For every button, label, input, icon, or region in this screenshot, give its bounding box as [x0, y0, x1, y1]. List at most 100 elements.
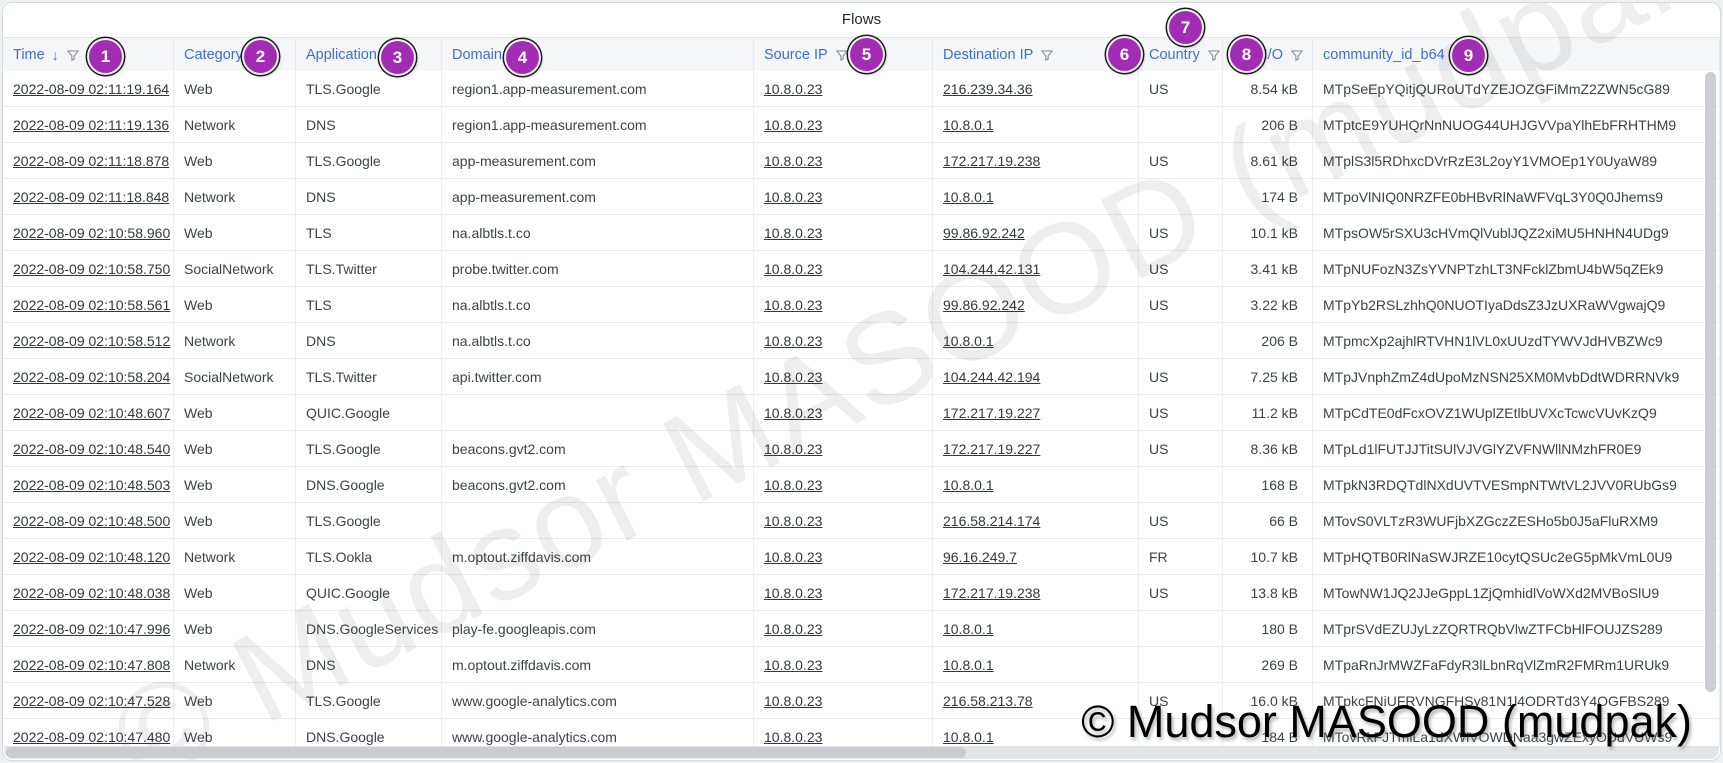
column-label[interactable]: Category — [184, 46, 243, 63]
cell-destination-ip-link[interactable]: 216.239.34.36 — [933, 71, 1139, 106]
cell-destination-ip-link[interactable]: 99.86.92.242 — [933, 287, 1139, 322]
cell-source-ip-link[interactable]: 10.8.0.23 — [754, 143, 933, 178]
cell-source-ip-link[interactable]: 10.8.0.23 — [754, 503, 933, 538]
cell-time-link[interactable]: 2022-08-09 02:10:47.996 — [3, 611, 174, 646]
cell-source-ip-link[interactable]: 10.8.0.23 — [754, 467, 933, 502]
column-label[interactable]: Time — [13, 46, 45, 63]
cell-source-ip-link[interactable]: 10.8.0.23 — [754, 323, 933, 358]
cell-destination-ip-link[interactable]: 216.58.213.78 — [933, 683, 1139, 718]
column-header[interactable]: I/O — [1223, 38, 1313, 71]
cell-time-link[interactable]: 2022-08-09 02:10:58.750 — [3, 251, 174, 286]
column-header[interactable]: Source IP — [754, 38, 933, 71]
cell-source-ip-link[interactable]: 10.8.0.23 — [754, 107, 933, 142]
cell-time-link[interactable]: 2022-08-09 02:10:47.480 — [3, 719, 174, 746]
column-label[interactable]: Destination IP — [943, 46, 1034, 63]
cell-destination-ip-link[interactable]: 10.8.0.1 — [933, 719, 1139, 746]
column-label[interactable]: Domain — [452, 46, 502, 63]
cell-destination-ip-link[interactable]: 10.8.0.1 — [933, 611, 1139, 646]
cell-source-ip-link[interactable]: 10.8.0.23 — [754, 719, 933, 746]
annotation-number: 2 — [255, 46, 266, 66]
cell-source-ip-link[interactable]: 10.8.0.23 — [754, 359, 933, 394]
cell-source-ip-link[interactable]: 10.8.0.23 — [754, 71, 933, 106]
cell-destination-ip-link[interactable]: 10.8.0.1 — [933, 179, 1139, 214]
column-header[interactable]: Category — [174, 38, 296, 71]
cell-time-link[interactable]: 2022-08-09 02:10:48.038 — [3, 575, 174, 610]
cell-time-link[interactable]: 2022-08-09 02:10:48.607 — [3, 395, 174, 430]
cell-time-link[interactable]: 2022-08-09 02:10:48.540 — [3, 431, 174, 466]
column-header[interactable]: Country — [1139, 38, 1223, 71]
annotation-number: 5 — [861, 44, 872, 64]
cell-domain — [442, 395, 754, 430]
cell-time-link[interactable]: 2022-08-09 02:10:48.503 — [3, 467, 174, 502]
cell-source-ip-link[interactable]: 10.8.0.23 — [754, 395, 933, 430]
filter-icon[interactable] — [835, 48, 849, 62]
cell-time-link[interactable]: 2022-08-09 02:10:58.960 — [3, 215, 174, 250]
cell-source-ip-link[interactable]: 10.8.0.23 — [754, 647, 933, 682]
table-row: 2022-08-09 02:10:58.512 Network DNS na.a… — [3, 323, 1720, 359]
cell-time-link[interactable]: 2022-08-09 02:10:48.120 — [3, 539, 174, 574]
cell-application: DNS.GoogleServices — [296, 611, 442, 646]
column-header[interactable]: Time ↓ — [3, 38, 174, 71]
cell-source-ip-link[interactable]: 10.8.0.23 — [754, 575, 933, 610]
cell-domain: app-measurement.com — [442, 143, 754, 178]
cell-source-ip-link[interactable]: 10.8.0.23 — [754, 611, 933, 646]
cell-source-ip-link[interactable]: 10.8.0.23 — [754, 179, 933, 214]
horizontal-scrollbar-thumb[interactable] — [6, 747, 967, 758]
table-row: 2022-08-09 02:11:18.848 Network DNS app-… — [3, 179, 1720, 215]
sort-desc-icon[interactable]: ↓ — [51, 46, 59, 63]
cell-application: TLS.Google — [296, 71, 442, 106]
cell-time-link[interactable]: 2022-08-09 02:10:47.528 — [3, 683, 174, 718]
filter-icon[interactable] — [1290, 48, 1304, 62]
cell-time-link[interactable]: 2022-08-09 02:10:58.204 — [3, 359, 174, 394]
vertical-scrollbar-thumb[interactable] — [1705, 72, 1716, 692]
cell-source-ip-link[interactable]: 10.8.0.23 — [754, 539, 933, 574]
cell-community-id: MTpJVnphZmZ4dUpoMzNSN25XM0MvbDdtWDRRNVk9 — [1313, 359, 1720, 394]
cell-time-link[interactable]: 2022-08-09 02:10:58.561 — [3, 287, 174, 322]
column-label[interactable]: Country — [1149, 46, 1200, 63]
cell-destination-ip-link[interactable]: 10.8.0.1 — [933, 647, 1139, 682]
cell-source-ip-link[interactable]: 10.8.0.23 — [754, 287, 933, 322]
cell-destination-ip-link[interactable]: 172.217.19.238 — [933, 575, 1139, 610]
cell-time-link[interactable]: 2022-08-09 02:11:18.848 — [3, 179, 174, 214]
cell-time-link[interactable]: 2022-08-09 02:11:19.136 — [3, 107, 174, 142]
filter-icon[interactable] — [1207, 48, 1221, 62]
column-header[interactable]: Domain — [442, 38, 754, 71]
column-label[interactable]: Source IP — [764, 46, 828, 63]
cell-destination-ip-link[interactable]: 10.8.0.1 — [933, 107, 1139, 142]
cell-domain: www.google-analytics.com — [442, 683, 754, 718]
cell-application: DNS — [296, 323, 442, 358]
cell-destination-ip-link[interactable]: 172.217.19.227 — [933, 431, 1139, 466]
cell-io: 168 B — [1223, 467, 1313, 502]
cell-application: QUIC.Google — [296, 575, 442, 610]
cell-destination-ip-link[interactable]: 104.244.42.131 — [933, 251, 1139, 286]
cell-source-ip-link[interactable]: 10.8.0.23 — [754, 683, 933, 718]
cell-source-ip-link[interactable]: 10.8.0.23 — [754, 215, 933, 250]
column-label[interactable]: community_id_b64 — [1323, 46, 1445, 63]
cell-destination-ip-link[interactable]: 172.217.19.227 — [933, 395, 1139, 430]
cell-country — [1139, 179, 1223, 214]
cell-destination-ip-link[interactable]: 104.244.42.194 — [933, 359, 1139, 394]
cell-destination-ip-link[interactable]: 172.217.19.238 — [933, 143, 1139, 178]
column-header[interactable]: Application — [296, 38, 442, 71]
cell-time-link[interactable]: 2022-08-09 02:11:19.164 — [3, 71, 174, 106]
cell-source-ip-link[interactable]: 10.8.0.23 — [754, 251, 933, 286]
column-header[interactable]: community_id_b64 — [1313, 38, 1720, 71]
horizontal-scrollbar-track[interactable] — [4, 746, 1719, 759]
table-row: 2022-08-09 02:10:48.038 Web QUIC.Google … — [3, 575, 1720, 611]
cell-destination-ip-link[interactable]: 96.16.249.7 — [933, 539, 1139, 574]
cell-time-link[interactable]: 2022-08-09 02:11:18.878 — [3, 143, 174, 178]
cell-destination-ip-link[interactable]: 216.58.214.174 — [933, 503, 1139, 538]
cell-category: Network — [174, 107, 296, 142]
filter-icon[interactable] — [66, 48, 80, 62]
cell-time-link[interactable]: 2022-08-09 02:10:47.808 — [3, 647, 174, 682]
column-label[interactable]: Application — [306, 46, 377, 63]
column-label[interactable]: I/O — [1263, 46, 1283, 63]
cell-destination-ip-link[interactable]: 99.86.92.242 — [933, 215, 1139, 250]
cell-destination-ip-link[interactable]: 10.8.0.1 — [933, 323, 1139, 358]
cell-time-link[interactable]: 2022-08-09 02:10:48.500 — [3, 503, 174, 538]
filter-icon[interactable] — [1040, 48, 1054, 62]
cell-source-ip-link[interactable]: 10.8.0.23 — [754, 431, 933, 466]
cell-destination-ip-link[interactable]: 10.8.0.1 — [933, 467, 1139, 502]
cell-time-link[interactable]: 2022-08-09 02:10:58.512 — [3, 323, 174, 358]
